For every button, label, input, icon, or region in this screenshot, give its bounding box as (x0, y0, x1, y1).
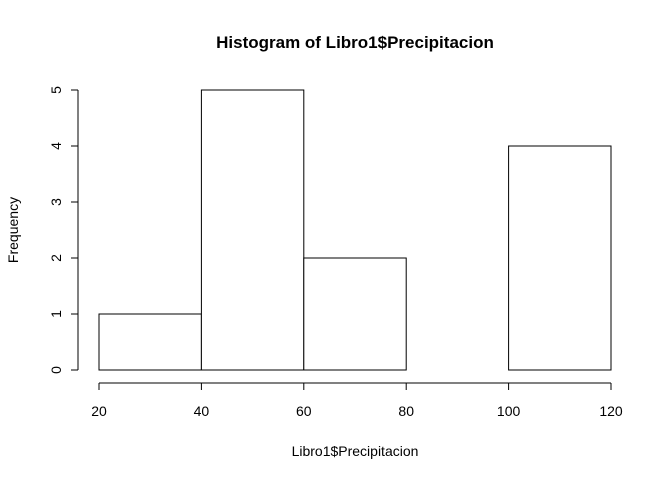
histogram-bar-20-40 (98, 313, 202, 371)
histogram-bar-100-120 (508, 145, 612, 371)
y-axis-label: Frequency (5, 197, 21, 263)
x-tick-label: 20 (91, 403, 107, 419)
bars-group (98, 89, 612, 371)
x-tick-label: 120 (599, 403, 623, 419)
x-tick-label: 80 (398, 403, 414, 419)
x-axis-label: Libro1$Precipitacion (292, 443, 419, 459)
y-tick-label: 4 (48, 142, 64, 150)
x-tick-label: 60 (296, 403, 312, 419)
y-tick-label: 1 (48, 310, 64, 318)
histogram-bar-60-80 (303, 257, 407, 371)
y-tick-label: 0 (48, 366, 64, 374)
y-tick-label: 5 (48, 86, 64, 94)
x-tick-label: 40 (194, 403, 210, 419)
x-tick-label: 100 (497, 403, 521, 419)
y-tick-label: 2 (48, 254, 64, 262)
y-tick-label: 3 (48, 198, 64, 206)
y-axis: 0 1 2 3 4 5 (48, 86, 79, 374)
x-axis: 20 40 60 80 100 120 (91, 382, 623, 419)
histogram-bar-40-60 (200, 89, 305, 371)
chart-title: Histogram of Libro1$Precipitacion (216, 33, 494, 52)
